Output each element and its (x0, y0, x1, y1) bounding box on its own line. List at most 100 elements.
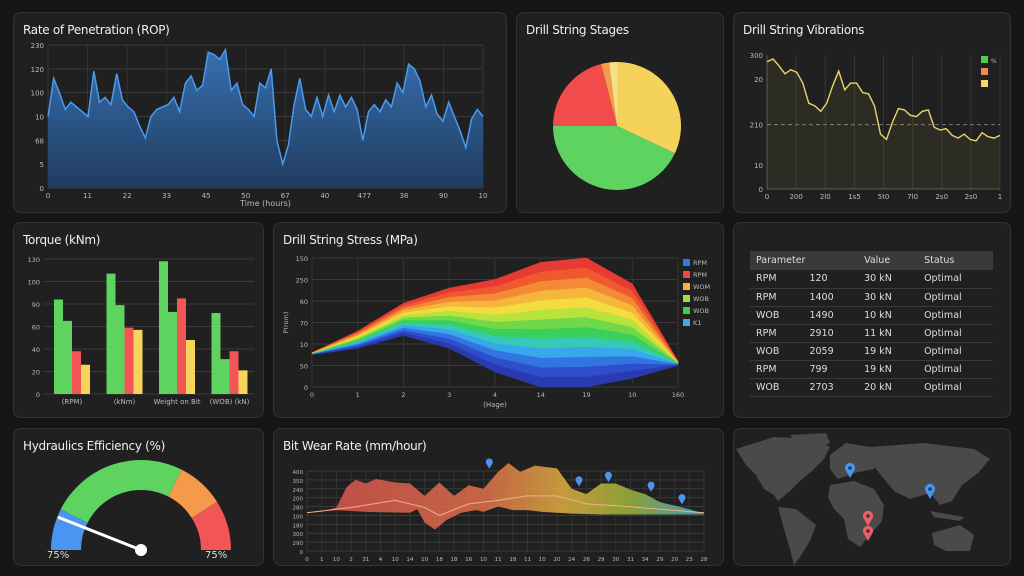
stress-title: Drill String Stress (MPa) (283, 233, 418, 247)
torque-bar (220, 359, 230, 394)
cell-id: 799 (803, 360, 859, 379)
stages-title: Drill String Stages (526, 23, 629, 37)
gauge-segment (168, 469, 217, 518)
map-pin-china[interactable] (925, 483, 935, 499)
bitwear-title: Bit Wear Rate (mm/hour) (283, 439, 427, 453)
torque-bar (54, 299, 63, 394)
hydraulics-panel: Hydraulics Efficiency (%) 75% 75% (13, 428, 264, 566)
south-america (778, 507, 816, 565)
torque-bar (229, 351, 239, 394)
cell-parameter: WOB (750, 342, 804, 361)
pie-slice (608, 62, 617, 126)
legend-swatch (981, 68, 988, 75)
x-tick-label: 18 (509, 557, 516, 563)
gauge-needle (57, 516, 143, 552)
x-tick-label: 38 (399, 192, 408, 200)
x-tick-label: 26 (583, 557, 590, 563)
torque-bar (115, 305, 125, 394)
y-tick-label: 150 (296, 255, 308, 263)
map-pin-africa-south[interactable] (863, 525, 873, 541)
y-tick-label: 120 (31, 66, 44, 74)
x-tick-label: 200 (789, 193, 802, 201)
cell-value: 19 kN (858, 360, 919, 379)
hydraulics-gauge (51, 460, 231, 556)
y-axis-label: P(rom) (282, 312, 290, 334)
map-pin-dot (866, 529, 870, 533)
parameters-panel: Parameter Value Status RPM 120 30 kN Optima… (733, 222, 1011, 418)
cell-status: Optimal (918, 270, 993, 289)
x-tick-label: 2l0 (820, 193, 831, 201)
x-tick-label: 29 (656, 557, 663, 563)
x-tick-label: 11 (83, 192, 92, 200)
gauge-segment (191, 501, 231, 550)
europe (830, 443, 884, 479)
x-axis-label: Time (hours) (239, 199, 291, 208)
rop-line (47, 47, 484, 168)
x-tick-label: 10 (539, 557, 546, 563)
y-tick-label: 5 (40, 161, 44, 169)
category-label: (RPM) (62, 398, 83, 406)
legend-label: WOM (693, 283, 710, 291)
stress-band (311, 332, 679, 388)
x-tick-label: 0 (310, 391, 314, 399)
table-row: RPM 2910 11 kN Optimal (750, 324, 993, 343)
wear-marker-pin (647, 481, 655, 492)
gauge-segment (60, 460, 182, 523)
y-tick-label: 0 (304, 384, 308, 392)
x-tick-label: 2s0 (965, 193, 978, 201)
x-tick-label: 2 (349, 557, 353, 563)
x-tick-label: 14 (537, 391, 545, 399)
rop-area (48, 49, 483, 188)
legend-label: RPM (693, 259, 707, 267)
x-tick-label: 24 (568, 557, 575, 563)
x-tick-label: 10 (479, 192, 488, 200)
map-panel[interactable] (733, 428, 1011, 566)
wear-marker-pin (604, 471, 612, 483)
torque-bar (186, 340, 195, 394)
legend-label: WOB (693, 307, 709, 315)
y-tick-label: 200 (293, 497, 304, 503)
torque-bar (63, 320, 72, 394)
map-pin-europe[interactable] (845, 462, 855, 478)
y-tick-label: 0 (300, 550, 304, 556)
x-tick-label: 10 (421, 557, 428, 563)
x-tick-label: 19 (582, 391, 590, 399)
x-tick-label: 10 (480, 557, 487, 563)
table-row: RPM 1400 30 kN Optimal (750, 288, 993, 307)
y-tick-label: 180 (293, 523, 304, 529)
x-tick-label: 1 (998, 193, 1002, 201)
cell-parameter: RPM (750, 324, 804, 343)
y-tick-label: 40 (32, 346, 40, 354)
map-pin-africa-north[interactable] (863, 510, 873, 526)
pie-slice (553, 64, 617, 126)
x-tick-label: 31 (362, 557, 369, 563)
map-pin-dot (866, 514, 870, 518)
x-axis-label: (Hage) (483, 401, 507, 409)
y-tick-label: 240 (293, 488, 304, 494)
parameters-table: Parameter Value Status RPM 120 30 kN Optima… (750, 251, 993, 397)
bitwear-panel: Bit Wear Rate (mm/hour) 0 290 300 180 100 280… (273, 428, 724, 566)
x-tick-label: 0 (305, 557, 309, 563)
rop-chart: 0 5 68 10 100 120 230 0 11 22 33 45 50 67 40 477 38 90 10 T… (31, 42, 488, 208)
table-row: WOB 2059 19 kN Optimal (750, 342, 993, 361)
wear-marker-pin (575, 476, 583, 487)
legend-swatch (683, 319, 690, 326)
table-row: RPM 120 30 kN Optimal (750, 270, 993, 289)
rop-panel: Rate of Penetration (ROP) 0 5 68 10 100 120 23… (13, 12, 507, 213)
legend-label: RPM (693, 271, 707, 279)
y-tick-label: 70 (300, 320, 308, 328)
x-tick-label: 2 (401, 391, 405, 399)
x-tick-label: 0 (765, 193, 769, 201)
x-tick-label: 22 (123, 192, 132, 200)
cell-value: 10 kN (858, 306, 919, 325)
x-tick-label: 29 (598, 557, 605, 563)
world-map[interactable] (734, 429, 1011, 566)
header-parameter: Parameter (750, 251, 859, 270)
x-tick-label: 1 (356, 391, 360, 399)
x-tick-label: 10 (392, 557, 399, 563)
cell-status: Optimal (918, 288, 993, 307)
x-tick-label: 3 (447, 391, 451, 399)
legend-swatch (683, 271, 690, 278)
x-tick-label: 40 (320, 192, 329, 200)
